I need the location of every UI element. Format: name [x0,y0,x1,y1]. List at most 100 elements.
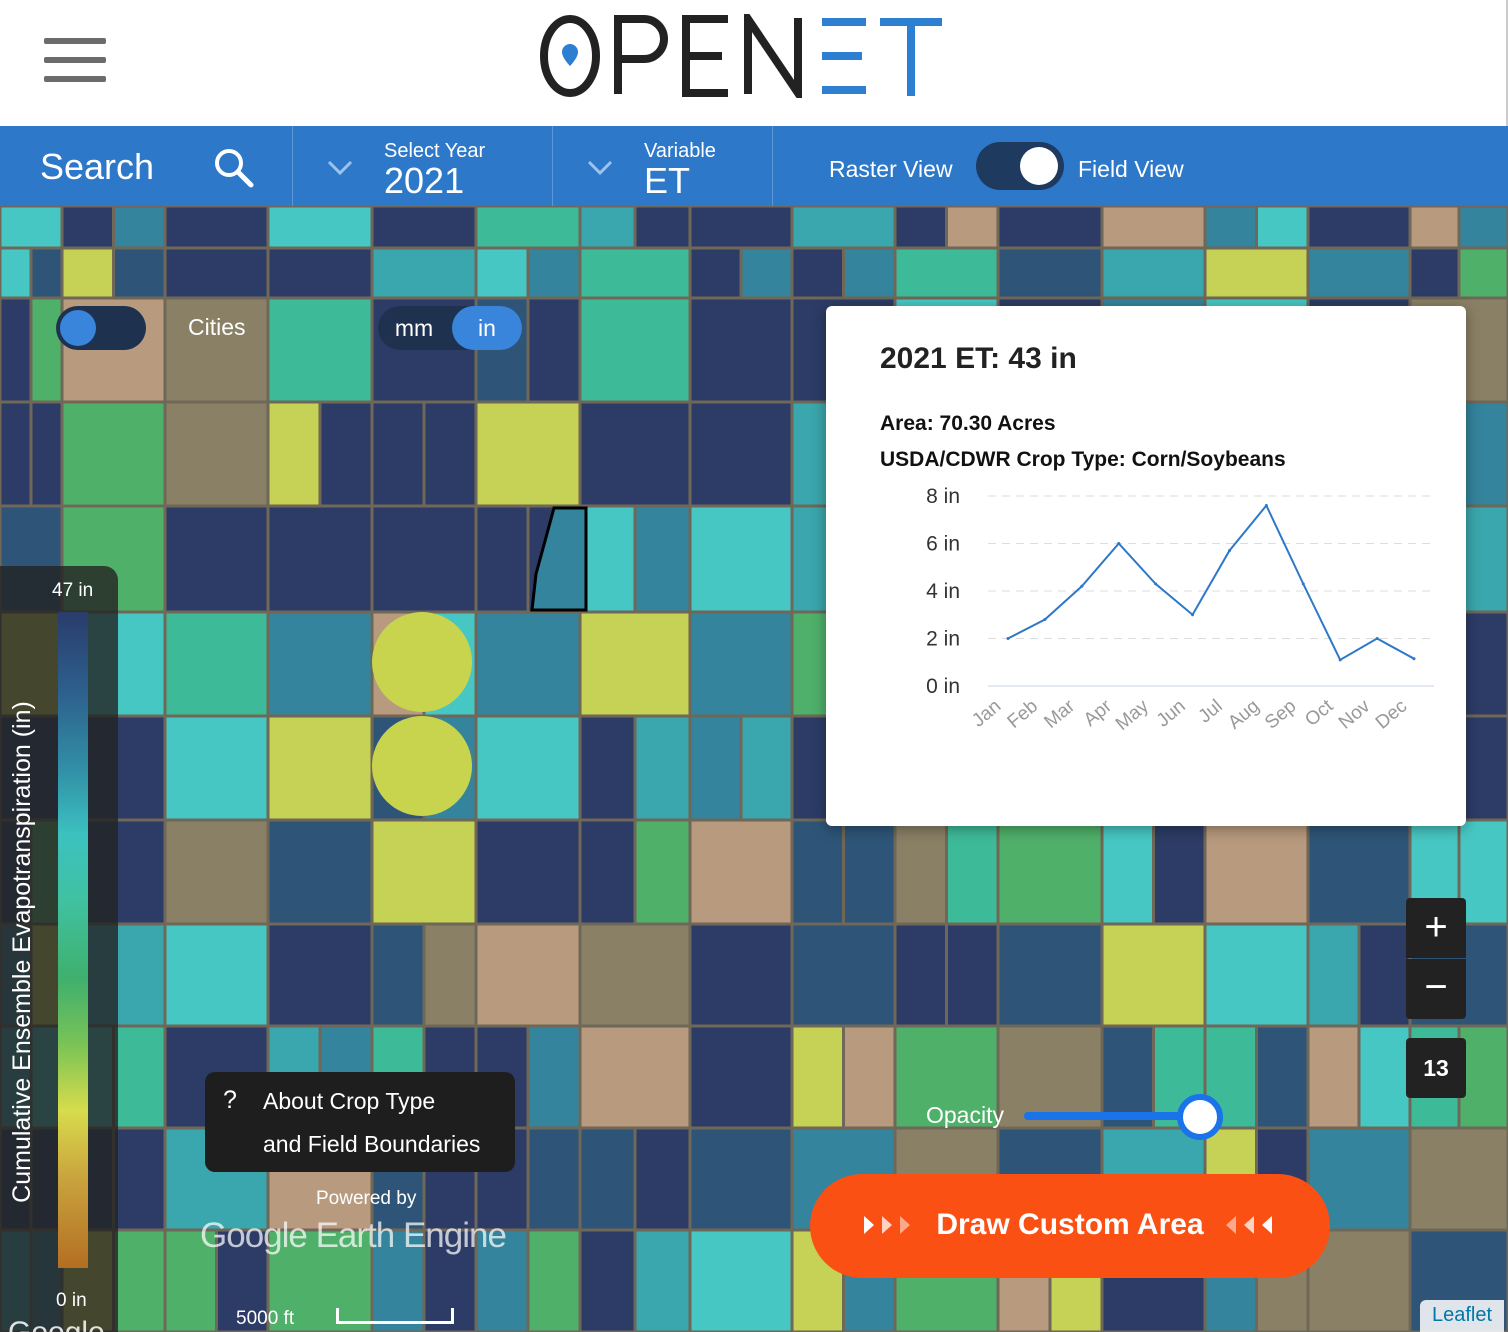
field-parcel[interactable] [32,299,61,401]
field-parcel[interactable] [529,1231,579,1331]
field-parcel[interactable] [477,1231,527,1331]
field-parcel[interactable] [999,249,1101,297]
field-parcel[interactable] [1206,821,1307,923]
field-parcel[interactable] [477,717,579,819]
field-parcel[interactable] [1460,613,1507,715]
field-parcel[interactable] [1206,207,1256,247]
field-parcel[interactable] [896,207,946,247]
field-parcel[interactable] [999,207,1101,247]
field-parcel[interactable] [529,1129,579,1229]
field-parcel[interactable] [793,1027,843,1127]
field-parcel[interactable] [691,925,791,1025]
field-parcel[interactable] [1103,925,1204,1025]
field-parcel[interactable] [1360,1027,1409,1127]
field-parcel[interactable] [373,403,423,505]
field-parcel[interactable] [691,403,791,505]
field-parcel[interactable] [373,1231,423,1331]
field-parcel[interactable] [166,925,267,1025]
field-parcel[interactable] [581,403,689,505]
field-parcel[interactable] [166,299,267,401]
field-parcel[interactable] [425,403,475,505]
field-parcel[interactable] [166,507,267,611]
field-parcel[interactable] [1,299,30,401]
field-parcel[interactable] [425,1231,475,1331]
field-parcel[interactable] [1258,207,1307,247]
field-parcel[interactable] [1309,1231,1409,1331]
field-parcel[interactable] [1460,821,1507,923]
about-crop-type-button[interactable]: ? About Crop Type and Field Boundaries [205,1072,515,1172]
field-parcel[interactable] [999,1027,1101,1127]
zoom-in-button[interactable]: + [1406,898,1466,958]
field-parcel[interactable] [373,925,423,1025]
field-parcel[interactable] [948,925,997,1025]
field-parcel[interactable] [636,821,689,923]
field-parcel[interactable] [166,613,267,715]
field-parcel[interactable] [218,1231,267,1331]
pivot-field[interactable] [372,612,472,712]
field-parcel[interactable] [32,403,61,505]
field-parcel[interactable] [269,717,371,819]
field-parcel[interactable] [793,207,894,247]
field-parcel[interactable] [691,299,791,401]
field-parcel[interactable] [1460,717,1507,819]
field-parcel[interactable] [581,507,634,611]
field-parcel[interactable] [63,403,164,505]
field-parcel[interactable] [581,717,634,819]
zoom-out-button[interactable]: − [1406,959,1466,1019]
field-parcel[interactable] [373,507,475,611]
field-parcel[interactable] [269,613,371,715]
opacity-slider-track[interactable] [1024,1112,1200,1120]
field-parcel[interactable] [477,821,579,923]
field-parcel[interactable] [1103,1027,1153,1127]
field-parcel[interactable] [581,1231,634,1331]
field-parcel[interactable] [636,1129,689,1229]
field-parcel[interactable] [1460,403,1507,505]
cities-toggle[interactable] [56,306,146,350]
field-parcel[interactable] [742,717,791,819]
field-parcel[interactable] [115,249,164,297]
field-view-label[interactable]: Field View [1078,156,1184,182]
field-parcel[interactable] [581,821,634,923]
field-parcel[interactable] [896,249,997,297]
field-parcel[interactable] [529,1027,579,1127]
field-parcel[interactable] [166,717,267,819]
field-parcel[interactable] [1309,249,1409,297]
field-parcel[interactable] [1,207,61,247]
field-parcel[interactable] [115,1231,164,1331]
leaflet-attribution[interactable]: Leaflet [1420,1300,1504,1332]
field-parcel[interactable] [999,821,1101,923]
field-parcel[interactable] [63,249,113,297]
field-parcel[interactable] [1,403,30,505]
unit-mm-option[interactable]: mm [394,315,434,341]
field-parcel[interactable] [166,207,267,247]
opacity-slider-thumb[interactable] [1177,1094,1223,1140]
field-parcel[interactable] [691,613,791,715]
field-parcel[interactable] [269,1231,371,1331]
field-parcel[interactable] [1258,1027,1307,1127]
field-parcel[interactable] [115,1129,164,1229]
field-parcel[interactable] [845,821,894,923]
field-parcel[interactable] [581,207,634,247]
unit-toggle[interactable]: mm in [378,306,522,350]
field-parcel[interactable] [477,925,579,1025]
field-parcel[interactable] [793,249,843,297]
field-parcel[interactable] [691,207,791,247]
field-parcel[interactable] [636,207,689,247]
field-parcel[interactable] [896,925,946,1025]
field-parcel[interactable] [425,925,475,1025]
search-label[interactable]: Search [40,146,155,187]
field-parcel[interactable] [948,821,997,923]
field-parcel[interactable] [1103,821,1153,923]
field-parcel[interactable] [896,821,946,923]
search-icon[interactable] [212,146,254,188]
field-parcel[interactable] [636,507,689,611]
pivot-field[interactable] [372,716,472,816]
field-parcel[interactable] [1460,249,1507,297]
field-parcel[interactable] [1460,1027,1507,1127]
field-parcel[interactable] [1206,925,1307,1025]
field-parcel[interactable] [636,717,689,819]
field-parcel[interactable] [948,207,997,247]
field-parcel[interactable] [1103,249,1204,297]
field-parcel[interactable] [581,299,689,401]
field-parcel[interactable] [793,821,843,923]
